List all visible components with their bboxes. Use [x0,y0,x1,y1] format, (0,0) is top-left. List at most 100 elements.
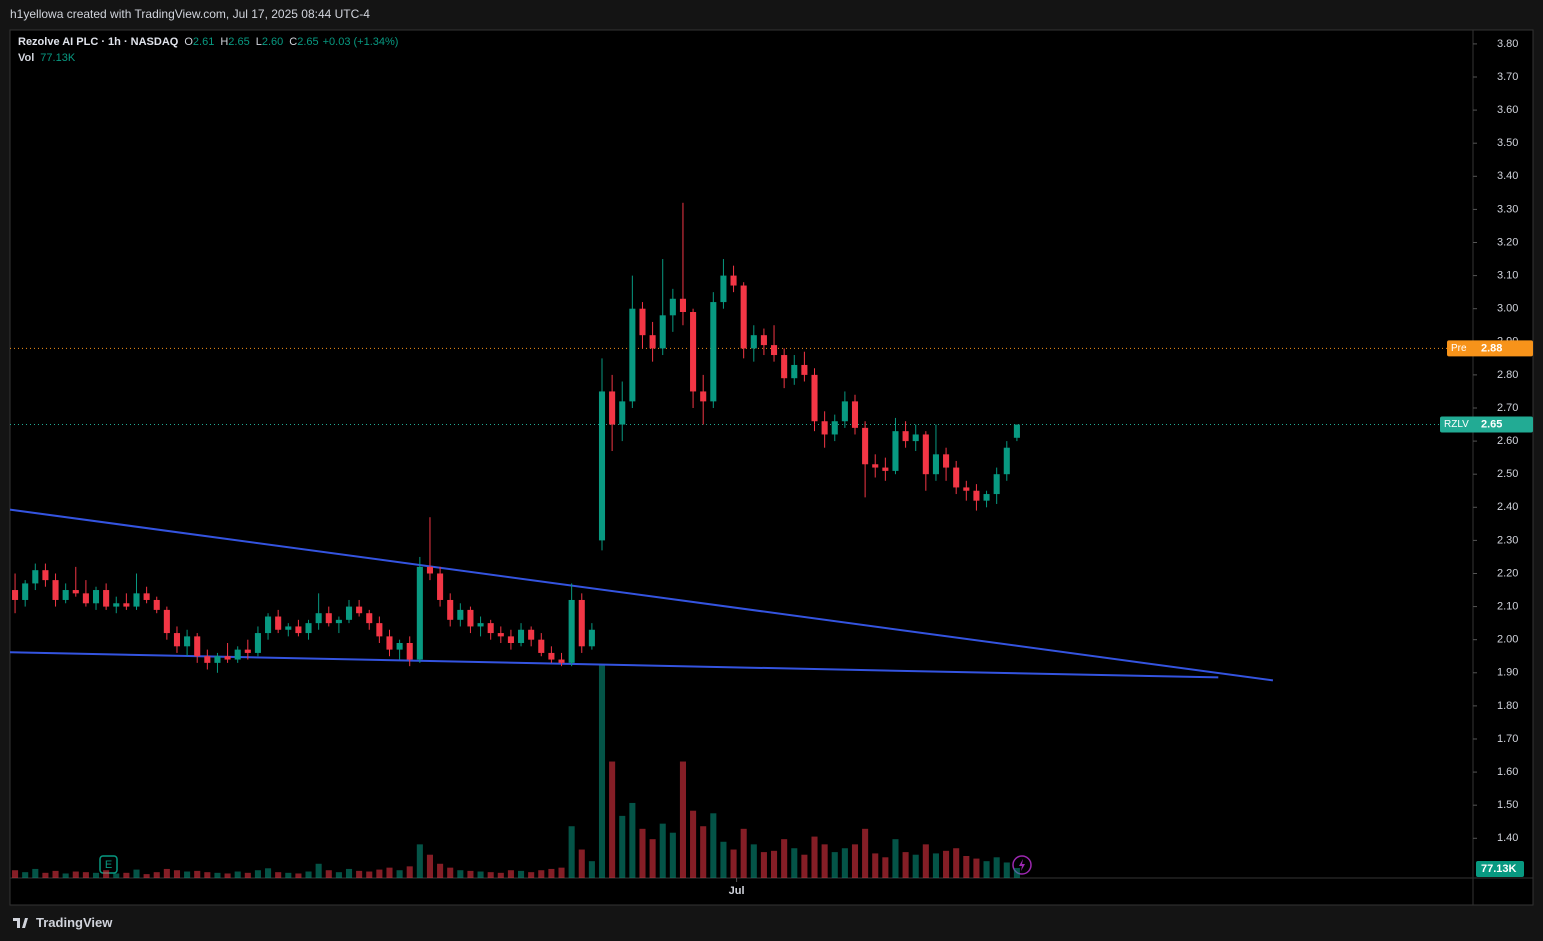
candle-body [619,401,626,425]
candle-body [467,609,474,627]
candle-body [82,593,89,604]
volume-bar [983,861,990,878]
volume-bar [690,810,697,878]
volume-bar [12,870,19,878]
y-tick-label: 2.10 [1497,600,1518,612]
y-tick-label: 2.80 [1497,369,1518,381]
event-icon[interactable] [1012,855,1032,875]
volume-bar [447,867,454,878]
volume-bar [669,832,676,878]
y-tick-label: 3.00 [1497,303,1518,315]
candle-body [204,656,211,663]
volume-bar [770,850,778,878]
volume-bar [133,869,140,878]
volume-bar [396,870,403,878]
volume-bar [143,874,150,878]
volume-bar [103,870,110,878]
candle-body [629,308,636,402]
volume-bar [932,853,939,878]
candle-body [12,590,19,600]
volume-bar [953,848,960,878]
candle-body [386,636,393,650]
volume-bar [781,839,788,878]
candle-body [295,626,302,634]
candle-body [518,629,525,643]
legend-title: Rezolve AI PLC · 1h · NASDAQ [18,36,179,48]
candle-body [740,285,747,349]
candle-body [983,494,990,501]
candle-body [123,603,130,607]
candle-body [912,434,919,442]
y-tick-label: 3.50 [1497,137,1518,149]
candle-body [679,298,686,313]
candle-body [872,464,879,468]
candle-body [113,603,120,607]
volume-bar [902,852,909,878]
candle-body [770,345,778,356]
volume-bar [376,869,383,878]
volume-bar [345,868,353,878]
volume-bar [265,868,272,878]
candle-body [1013,424,1020,438]
candle-body [437,573,444,600]
volume-bar [831,852,838,878]
volume-bar [760,852,767,878]
volume-value: 77.13K [40,52,76,64]
candle-body [143,593,150,600]
volume-bar [254,870,261,878]
volume-bar [1013,868,1020,878]
candle-body [325,613,332,624]
candle-body [22,583,29,600]
candle-body [730,275,737,286]
y-tick-label: 2.00 [1497,634,1518,646]
volume-bar [710,813,717,878]
y-tick-label: 3.40 [1497,170,1518,182]
y-tick-label: 3.60 [1497,104,1518,116]
volume-bar [325,870,332,878]
volume-bar [92,872,100,878]
candle-body [932,454,939,475]
candle-body [447,599,454,620]
legend-value: 2.65 [228,36,249,48]
candle-body [477,623,484,627]
y-tick-label: 2.30 [1497,534,1518,546]
candle-body [760,335,767,346]
volume-bar [700,826,707,878]
candle-body [487,623,494,634]
candle-body [578,599,585,647]
volume-bar [872,853,879,878]
volume-bar [943,850,950,878]
volume-bar [194,870,201,878]
volume-bar [72,871,79,878]
event-bolt [1019,859,1025,871]
candle-body [366,613,373,624]
volume-bar [730,849,737,878]
trend-line [9,651,1219,679]
candle-body [184,636,191,647]
volume-bar [993,857,1000,878]
candle-body [62,590,69,600]
candle-body [538,639,545,653]
candle-body [265,616,272,634]
volume-bar [528,872,535,878]
candle-body [345,606,353,620]
candle-body [335,619,342,624]
candle-body [224,656,231,660]
volume-bar [811,836,818,878]
candle-body [831,421,838,435]
volume-bar [366,871,373,878]
candle-body [426,566,434,574]
price-badge: RZLV 2.65 [1440,416,1533,433]
volume-bar [335,872,342,878]
candle-body [52,580,59,600]
candle-body [750,335,757,349]
volume-bar [497,872,504,878]
volume-bar [305,871,312,878]
candle-body [528,629,535,640]
volume-bar [204,872,211,878]
legend-field: O [184,36,193,48]
volume-bar [821,844,828,878]
chart-panel [9,29,1534,906]
candle-body [882,467,889,471]
